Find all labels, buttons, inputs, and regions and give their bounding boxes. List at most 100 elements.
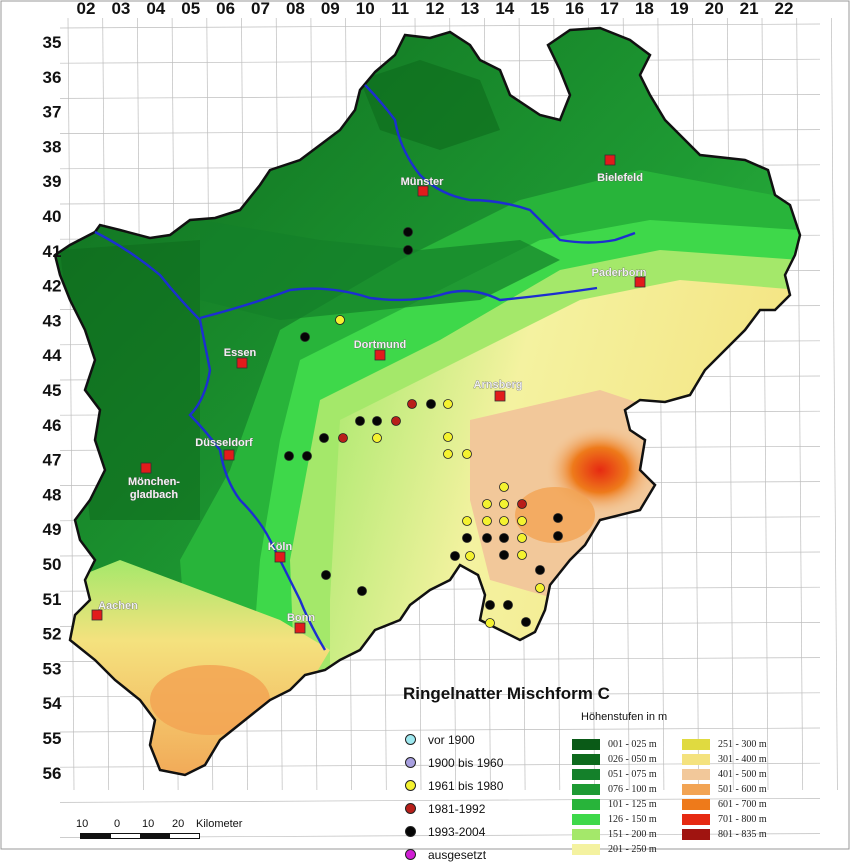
grid-column-label: 11 (391, 0, 409, 18)
period-legend-item: ausgesetzt (405, 843, 565, 866)
elevation-swatch (572, 829, 600, 840)
elevation-legend-item: 126 - 150 m (572, 812, 682, 827)
elevation-legend-item: 251 - 300 m (682, 737, 792, 752)
city-label: Aachen (98, 600, 138, 612)
river-lippe (199, 286, 598, 320)
grid-column-label: 12 (426, 0, 445, 18)
city-marker (374, 349, 386, 361)
occurrence-point (462, 516, 472, 526)
occurrence-point (462, 533, 472, 543)
elevation-legend-title: Höhenstufen in m (581, 711, 668, 723)
city-label: Arnsberg (474, 379, 523, 391)
city-label: Paderborn (591, 267, 646, 279)
elevation-swatch (682, 799, 710, 810)
scale-unit: Kilometer (196, 818, 243, 830)
elevation-legend-item: 051 - 075 m (572, 767, 682, 782)
grid-row-label: 39 (43, 172, 62, 191)
grid-row-labels: 35 36 37 38 39 40 41 42 43 44 45 46 47 48 49 50 51 52 53 54… (43, 33, 62, 783)
occurrence-point (426, 399, 436, 409)
city-marker (417, 185, 429, 197)
elevation-legend-item: 701 - 800 m (682, 812, 792, 827)
occurrence-point (499, 533, 509, 543)
occurrence-point (535, 565, 545, 575)
grid-column-label: 04 (146, 0, 165, 18)
scale-bar-graphic (80, 833, 200, 839)
city-marker (236, 357, 248, 369)
occurrence-point (482, 516, 492, 526)
grid-row-label: 46 (43, 416, 62, 435)
elevation-swatch (572, 769, 600, 780)
grid-row-label: 53 (43, 659, 62, 678)
legend-dot-icon (405, 734, 416, 745)
legend-dot-icon (405, 780, 416, 791)
elevation-swatch (682, 754, 710, 765)
grid-column-label: 21 (740, 0, 759, 18)
elevation-legend-item: 151 - 200 m (572, 827, 682, 842)
occurrence-point (462, 449, 472, 459)
grid-row-label: 36 (43, 68, 62, 87)
elevation-label: 251 - 300 m (718, 739, 767, 750)
elevation-legend-item: 301 - 400 m (682, 752, 792, 767)
occurrence-point (535, 583, 545, 593)
grid-column-label: 02 (77, 0, 96, 18)
grid-column-label: 13 (460, 0, 479, 18)
occurrence-point (465, 551, 475, 561)
grid-row-label: 38 (43, 137, 62, 156)
elevation-label: 001 - 025 m (608, 739, 657, 750)
grid-column-label: 05 (181, 0, 200, 18)
grid-column-labels: 02 03 04 05 06 07 08 09 10 11 12 13 14 15 16 17 18 19 20 21… (77, 0, 794, 18)
elevation-label: 801 - 835 m (718, 829, 767, 840)
occurrence-point (499, 550, 509, 560)
grid-row-label: 44 (43, 346, 62, 365)
legend-dot-icon (405, 826, 416, 837)
occurrence-point (499, 516, 509, 526)
elevation-swatch (682, 784, 710, 795)
occurrence-point (372, 433, 382, 443)
scale-label: 0 (114, 818, 121, 830)
occurrence-point (450, 551, 460, 561)
grid-column-label: 15 (530, 0, 549, 18)
period-legend-item: vor 1900 (405, 728, 565, 751)
elevation-label: 026 - 050 m (608, 754, 657, 765)
grid-row-label: 54 (43, 694, 62, 713)
occurrence-point (553, 513, 563, 523)
grid-column-label: 03 (111, 0, 130, 18)
occurrence-point (338, 433, 348, 443)
grid-row-label: 47 (43, 451, 62, 470)
grid-column-label: 18 (635, 0, 654, 18)
grid-row-label: 45 (43, 381, 62, 400)
elevation-label: 601 - 700 m (718, 799, 767, 810)
occurrence-point (553, 531, 563, 541)
elevation-label: 051 - 075 m (608, 769, 657, 780)
city-marker (91, 609, 103, 621)
rivers (94, 84, 636, 651)
occurrence-point (300, 332, 310, 342)
period-legend-item: 1900 bis 1960 (405, 751, 565, 774)
occurrence-point (499, 482, 509, 492)
period-legend: vor 1900 1900 bis 1960 1961 bis 1980 198… (405, 728, 565, 866)
grid-column-label: 19 (670, 0, 689, 18)
city-label: Mönchen-gladbach (128, 476, 180, 501)
occurrence-point (302, 451, 312, 461)
legend-dot-icon (405, 803, 416, 814)
occurrence-point (517, 499, 527, 509)
elevation-label: 301 - 400 m (718, 754, 767, 765)
elevation-swatch (572, 784, 600, 795)
elevation-swatch (682, 769, 710, 780)
scale-label: 10 (76, 818, 89, 830)
elevation-swatch (572, 754, 600, 765)
occurrence-point (321, 570, 331, 580)
elevation-label: 101 - 125 m (608, 799, 657, 810)
elevation-legend-item: 801 - 835 m (682, 827, 792, 842)
grid-column-label: 16 (565, 0, 584, 18)
grid-column-label: 22 (775, 0, 794, 18)
city-label: Düsseldorf (195, 437, 253, 449)
city-label: Münster (401, 176, 445, 188)
occurrence-point (482, 533, 492, 543)
elevation-legend: 001 - 025 m 026 - 050 m 051 - 075 m 076 - 1… (572, 737, 792, 857)
period-legend-item: 1981-1992 (405, 797, 565, 820)
grid-row-label: 55 (43, 729, 62, 748)
grid-row-label: 35 (43, 33, 62, 52)
elevation-legend-item: 601 - 700 m (682, 797, 792, 812)
